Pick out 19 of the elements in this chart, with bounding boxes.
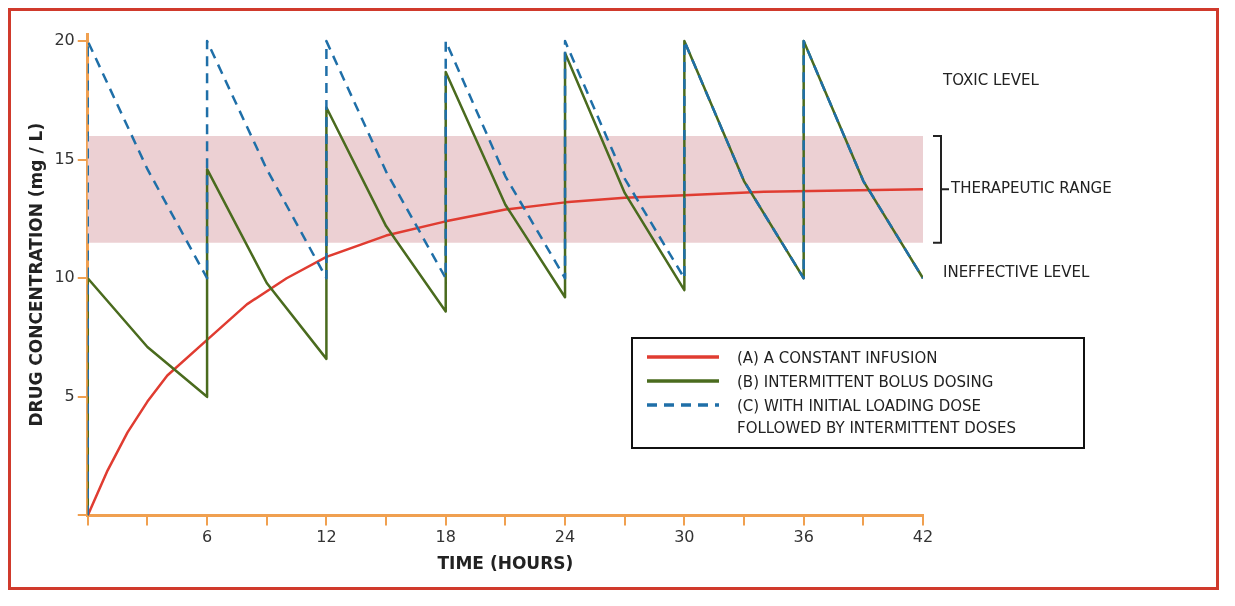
- y-axis-title: DRUG CONCENTRATION (mg / L): [25, 122, 46, 427]
- text: TOXIC LEVEL: [942, 70, 1040, 89]
- x-tick-label: 24: [554, 527, 576, 547]
- y-tick-label: 5: [64, 385, 75, 405]
- x-tick-label: 36: [793, 527, 814, 547]
- x-axis-title: TIME (HOURS): [437, 553, 574, 574]
- text: INEFFECTIVE LEVEL: [943, 262, 1090, 281]
- x-tick-label: 6: [201, 527, 213, 547]
- legend-label: (B) INTERMITTENT BOLUS DOSING: [737, 372, 995, 394]
- x-tick-label: 42: [912, 527, 934, 547]
- x-tick-label: 12: [316, 527, 337, 547]
- legend-label: (A) A CONSTANT INFUSION: [737, 348, 939, 370]
- x-tick-label: 30: [674, 527, 695, 547]
- y-tick-label: 15: [54, 148, 75, 168]
- y-tick-label: 10: [54, 267, 75, 287]
- y-tick-label: 20: [54, 30, 75, 50]
- x-tick-label: 18: [435, 527, 456, 547]
- band-label: THERAPEUTIC RANGE: [950, 179, 1112, 198]
- legend-label: (C) WITH INITIAL LOADING DOSE FOLLOWED BY INTERMITTENT DOSES: [737, 396, 1018, 440]
